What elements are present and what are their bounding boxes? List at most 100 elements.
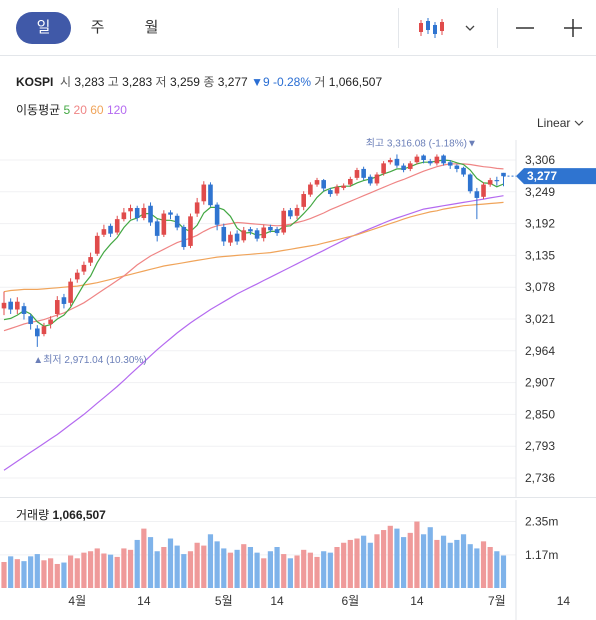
volume-bar — [121, 548, 127, 588]
volume-bar — [327, 552, 333, 588]
candle-body — [81, 264, 87, 272]
volume-bar — [241, 544, 247, 588]
scale-selector[interactable]: Linear — [537, 116, 584, 130]
candle-body — [168, 212, 173, 215]
volume-bar — [454, 539, 460, 588]
candle — [328, 187, 333, 197]
volume-bar — [81, 552, 87, 588]
volume-bar — [500, 555, 507, 588]
candle-body — [501, 172, 506, 177]
candle — [454, 164, 460, 173]
candle-body — [94, 235, 100, 254]
ma5-legend[interactable]: 5 — [63, 103, 71, 117]
candle — [148, 202, 153, 226]
volume-bar — [474, 548, 480, 588]
candle-body — [261, 227, 267, 239]
candle — [248, 226, 253, 235]
candle — [501, 172, 506, 187]
volume-bar — [434, 539, 440, 588]
candle-body — [234, 233, 240, 242]
candle-body — [74, 272, 80, 280]
volume-bar — [487, 547, 493, 588]
zoom-out-button[interactable] — [510, 10, 540, 46]
volume-bar — [367, 542, 373, 588]
volume-bar — [401, 537, 407, 588]
volume-bar — [460, 534, 467, 588]
volume-bar — [381, 530, 387, 588]
tab-day[interactable]: 일 — [16, 12, 71, 44]
candle — [281, 207, 287, 235]
ma20-legend[interactable]: 20 — [73, 103, 87, 117]
candle-body — [21, 306, 27, 314]
volume-bar — [68, 555, 74, 588]
candle — [348, 176, 353, 187]
volume-bar — [394, 528, 400, 588]
candle-body — [254, 230, 260, 239]
volume-bar — [141, 528, 147, 588]
volume-bar — [387, 525, 393, 588]
candle — [341, 183, 346, 191]
volume-bar — [214, 541, 220, 588]
candle — [294, 204, 300, 220]
candle — [181, 224, 187, 250]
candle-body — [61, 297, 67, 304]
candle-body — [268, 226, 273, 231]
candle-body — [181, 226, 187, 248]
candle-body — [361, 168, 366, 178]
candle-body — [114, 219, 120, 233]
candle — [274, 226, 280, 236]
volume-legend-title: 거래량 — [16, 508, 50, 522]
chevron-down-icon — [465, 25, 475, 31]
ma-legend-title: 이동평균 — [16, 103, 61, 117]
candle-body — [88, 257, 93, 263]
index-name: KOSPI — [16, 75, 54, 89]
candle — [421, 154, 426, 164]
price-chart[interactable]: 3,306 3,249 3,192 3,135 3,078 3,021 2,964 2,907… — [0, 0, 596, 500]
volume-bar — [201, 545, 207, 588]
candle — [407, 161, 413, 172]
candle-body — [35, 328, 40, 337]
candle — [447, 160, 453, 169]
candle — [381, 161, 386, 176]
zoom-in-button[interactable] — [558, 10, 588, 46]
volume-bar — [414, 521, 420, 588]
chart-type-button[interactable] — [404, 10, 494, 46]
plus-icon — [564, 19, 582, 37]
candle-body — [387, 160, 393, 163]
tab-week[interactable]: 주 — [90, 19, 105, 36]
candle-body — [48, 319, 53, 325]
candle-body — [487, 180, 493, 185]
volume-bar — [174, 545, 180, 588]
candle — [427, 158, 433, 166]
volume-bar — [114, 556, 120, 588]
close-label: 종 — [203, 75, 215, 89]
volume-bar — [181, 554, 187, 588]
x-tick-label: 14 — [557, 594, 571, 608]
candle-body — [174, 215, 180, 228]
volume-bar — [287, 558, 293, 588]
volume-bar — [427, 527, 433, 588]
candle — [48, 316, 53, 329]
candle-body — [427, 161, 433, 164]
candlestick-icon — [419, 18, 475, 38]
volume-bar — [187, 551, 194, 588]
candle-body — [407, 163, 413, 169]
volume-legend-value: 1,066,507 — [52, 508, 106, 522]
candle — [268, 224, 273, 233]
tab-month[interactable]: 월 — [144, 19, 159, 36]
volume-bar — [94, 548, 100, 588]
candle — [81, 261, 87, 275]
candle — [241, 226, 247, 243]
candle-body — [8, 301, 13, 310]
x-tick-label: 7월 — [488, 594, 506, 608]
candle-body — [128, 207, 133, 212]
candle-body — [374, 174, 380, 184]
candle-body — [414, 156, 420, 163]
ma120-legend[interactable]: 120 — [106, 103, 127, 117]
y-tick-label: 3,021 — [525, 312, 555, 326]
volume-bar — [347, 539, 353, 588]
ma60-legend[interactable]: 60 — [90, 103, 104, 117]
volume-chart[interactable]: 2.35m 1.17m 4월 14 5월 14 6월 14 7월 14 — [0, 500, 596, 620]
candle — [108, 223, 113, 237]
minus-icon — [516, 27, 534, 29]
